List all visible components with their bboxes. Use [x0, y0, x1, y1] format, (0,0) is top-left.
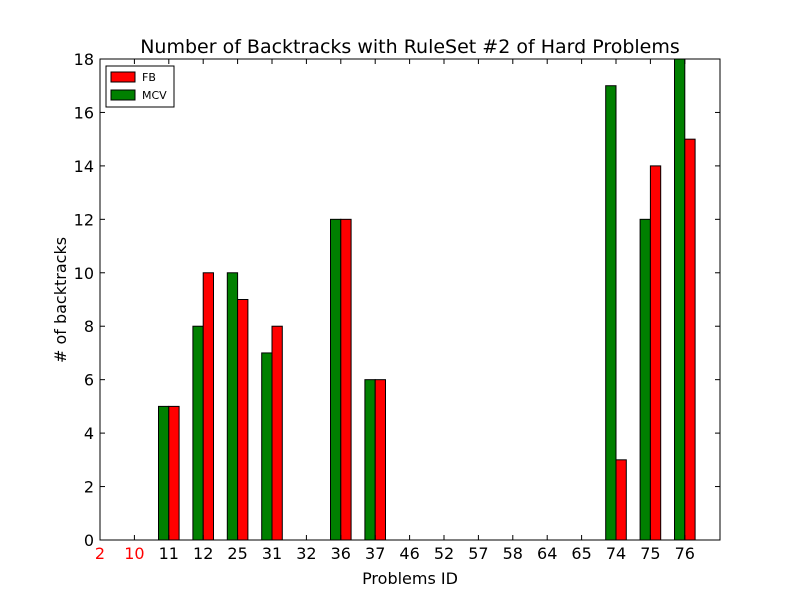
y-tick-label: 2 — [84, 478, 94, 497]
y-tick-label: 18 — [74, 50, 94, 69]
bar-fb-76 — [684, 138, 696, 541]
x-tick-label: 76 — [675, 544, 695, 563]
x-tick-label: 75 — [640, 544, 660, 563]
x-tick-label: 12 — [193, 544, 213, 563]
bar-mcv-37 — [364, 379, 376, 541]
x-tick-label: 25 — [227, 544, 247, 563]
plot-frame — [99, 58, 721, 541]
legend-swatch-mcv — [110, 89, 136, 101]
bar-mcv-76 — [674, 58, 686, 541]
x-tick-label: 11 — [159, 544, 179, 563]
bar-mcv-36 — [330, 218, 342, 541]
bar-mcv-31 — [261, 352, 273, 541]
bar-fb-36 — [340, 218, 352, 541]
y-tick-label: 8 — [84, 317, 94, 336]
x-ticks: 2 10 11 12 25 31 32 36 37 46 52 57 58 64 65 74 75 76 — [95, 59, 695, 563]
y-ticks: 0 2 4 6 8 10 12 14 16 18 — [74, 50, 720, 550]
x-tick-label: 52 — [434, 544, 454, 563]
chart-title: Number of Backtracks with RuleSet #2 of … — [140, 36, 680, 58]
bar-mcv-12 — [192, 325, 204, 541]
bar-fb-74 — [615, 459, 627, 541]
bar-fb-37 — [374, 379, 387, 541]
legend-label-mcv: MCV — [142, 89, 167, 102]
x-tick-label: 2 — [95, 544, 105, 563]
y-tick-label: 12 — [74, 210, 94, 229]
y-tick-label: 4 — [84, 424, 94, 443]
bar-mcv-25 — [226, 272, 239, 541]
x-tick-label: 58 — [503, 544, 523, 563]
legend: FB MCV — [105, 65, 175, 108]
bar-fb-25 — [237, 299, 249, 541]
x-tick-label: 32 — [296, 544, 316, 563]
x-tick-label: 31 — [262, 544, 282, 563]
y-tick-label: 0 — [84, 531, 94, 550]
bar-fb-75 — [649, 165, 662, 541]
x-tick-label: 37 — [365, 544, 385, 563]
x-tick-label: 64 — [537, 544, 557, 563]
x-tick-label: 46 — [399, 544, 419, 563]
y-axis-label: # of backtracks — [51, 237, 70, 363]
bar-mcv-75 — [639, 218, 651, 541]
bar-mcv-74 — [605, 85, 617, 541]
legend-label-fb: FB — [142, 71, 156, 84]
y-tick-label: 14 — [74, 157, 94, 176]
bar-fb-12 — [202, 272, 214, 541]
x-tick-label: 74 — [606, 544, 626, 563]
y-tick-label: 6 — [84, 371, 94, 390]
bar-fb-11 — [168, 405, 180, 541]
bars-group — [158, 58, 696, 541]
x-tick-label: 65 — [571, 544, 591, 563]
y-tick-label: 10 — [74, 264, 94, 283]
bar-fb-31 — [271, 325, 283, 541]
y-tick-label: 16 — [74, 103, 94, 122]
x-tick-label: 10 — [124, 544, 144, 563]
x-tick-label: 57 — [468, 544, 488, 563]
bar-mcv-11 — [158, 405, 170, 541]
legend-swatch-fb — [110, 71, 136, 83]
x-tick-label: 36 — [331, 544, 351, 563]
x-axis-label: Problems ID — [362, 569, 458, 588]
